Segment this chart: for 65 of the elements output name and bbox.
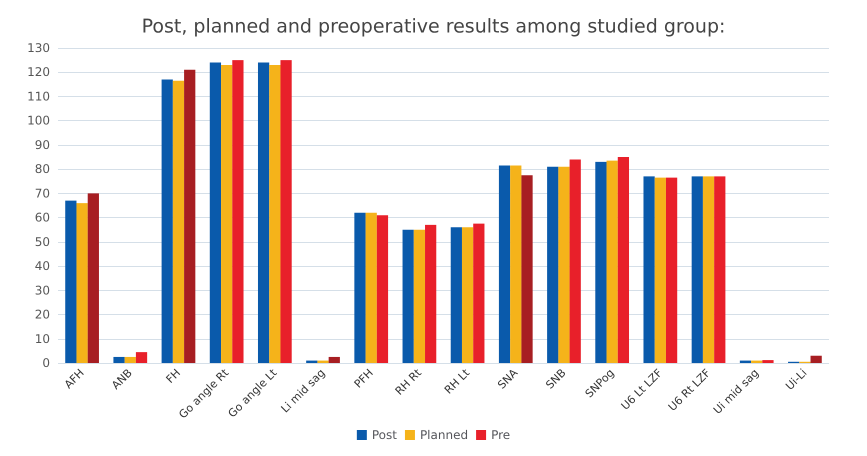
bar bbox=[666, 178, 678, 363]
y-tick-label: 40 bbox=[34, 259, 50, 274]
bar bbox=[643, 176, 655, 363]
bar bbox=[221, 64, 232, 363]
x-tick-label: RH Lt bbox=[442, 366, 473, 397]
bar bbox=[510, 166, 522, 363]
chart-title: Post, planned and preoperative results among studied group: bbox=[142, 16, 726, 38]
legend-label: Post bbox=[372, 428, 398, 442]
y-tick-label: 80 bbox=[34, 162, 50, 176]
bar bbox=[88, 193, 99, 363]
bar bbox=[354, 212, 366, 363]
bar bbox=[702, 176, 714, 363]
y-tick-label: 130 bbox=[27, 41, 50, 55]
x-tick-label: RH Rt bbox=[392, 366, 424, 398]
y-tick-label: 30 bbox=[34, 283, 50, 298]
y-tick-label: 110 bbox=[27, 89, 50, 104]
y-tick-label: 120 bbox=[27, 65, 50, 80]
bar bbox=[136, 352, 148, 363]
bar bbox=[450, 227, 462, 363]
x-tick-label: U6 Rt LZF bbox=[666, 366, 714, 414]
bar bbox=[547, 166, 558, 363]
y-tick-label: 0 bbox=[42, 356, 50, 370]
x-tick-label: FH bbox=[164, 366, 184, 386]
bar bbox=[810, 356, 822, 363]
legend-label: Pre bbox=[491, 428, 510, 442]
bar bbox=[473, 224, 484, 363]
bar bbox=[714, 176, 726, 363]
bar bbox=[558, 166, 570, 363]
y-tick-label: 90 bbox=[34, 138, 50, 152]
y-tick-label: 100 bbox=[27, 114, 50, 128]
bar bbox=[376, 215, 388, 363]
bar bbox=[232, 60, 244, 363]
bar bbox=[570, 159, 581, 363]
bar bbox=[498, 166, 510, 363]
bar bbox=[65, 200, 76, 363]
bar bbox=[210, 62, 222, 363]
bar bbox=[762, 360, 774, 363]
y-tick-label: 20 bbox=[34, 308, 50, 322]
bar bbox=[414, 230, 426, 363]
bar bbox=[124, 356, 136, 363]
bar bbox=[595, 162, 607, 363]
bar bbox=[328, 356, 340, 363]
bar bbox=[462, 227, 474, 363]
bar bbox=[280, 60, 292, 363]
y-tick-label: 60 bbox=[34, 210, 50, 225]
y-tick-label: 50 bbox=[34, 234, 50, 249]
bar bbox=[269, 64, 280, 363]
bar bbox=[654, 178, 666, 363]
bar bbox=[366, 212, 377, 363]
bar bbox=[162, 80, 173, 363]
bar bbox=[402, 230, 414, 363]
x-tick-label: U6 Lt LZF bbox=[618, 366, 665, 413]
bar bbox=[172, 80, 184, 363]
y-tick-label: 70 bbox=[34, 186, 50, 200]
bar bbox=[113, 356, 125, 363]
y-tick-label: 10 bbox=[34, 332, 50, 346]
bar bbox=[692, 176, 703, 363]
bar bbox=[258, 62, 270, 363]
bar bbox=[606, 160, 618, 363]
bar bbox=[76, 203, 88, 363]
bar bbox=[618, 157, 630, 363]
bar bbox=[425, 224, 436, 363]
bar bbox=[184, 70, 196, 363]
legend-label: Planned bbox=[420, 428, 468, 442]
bar bbox=[521, 175, 533, 363]
